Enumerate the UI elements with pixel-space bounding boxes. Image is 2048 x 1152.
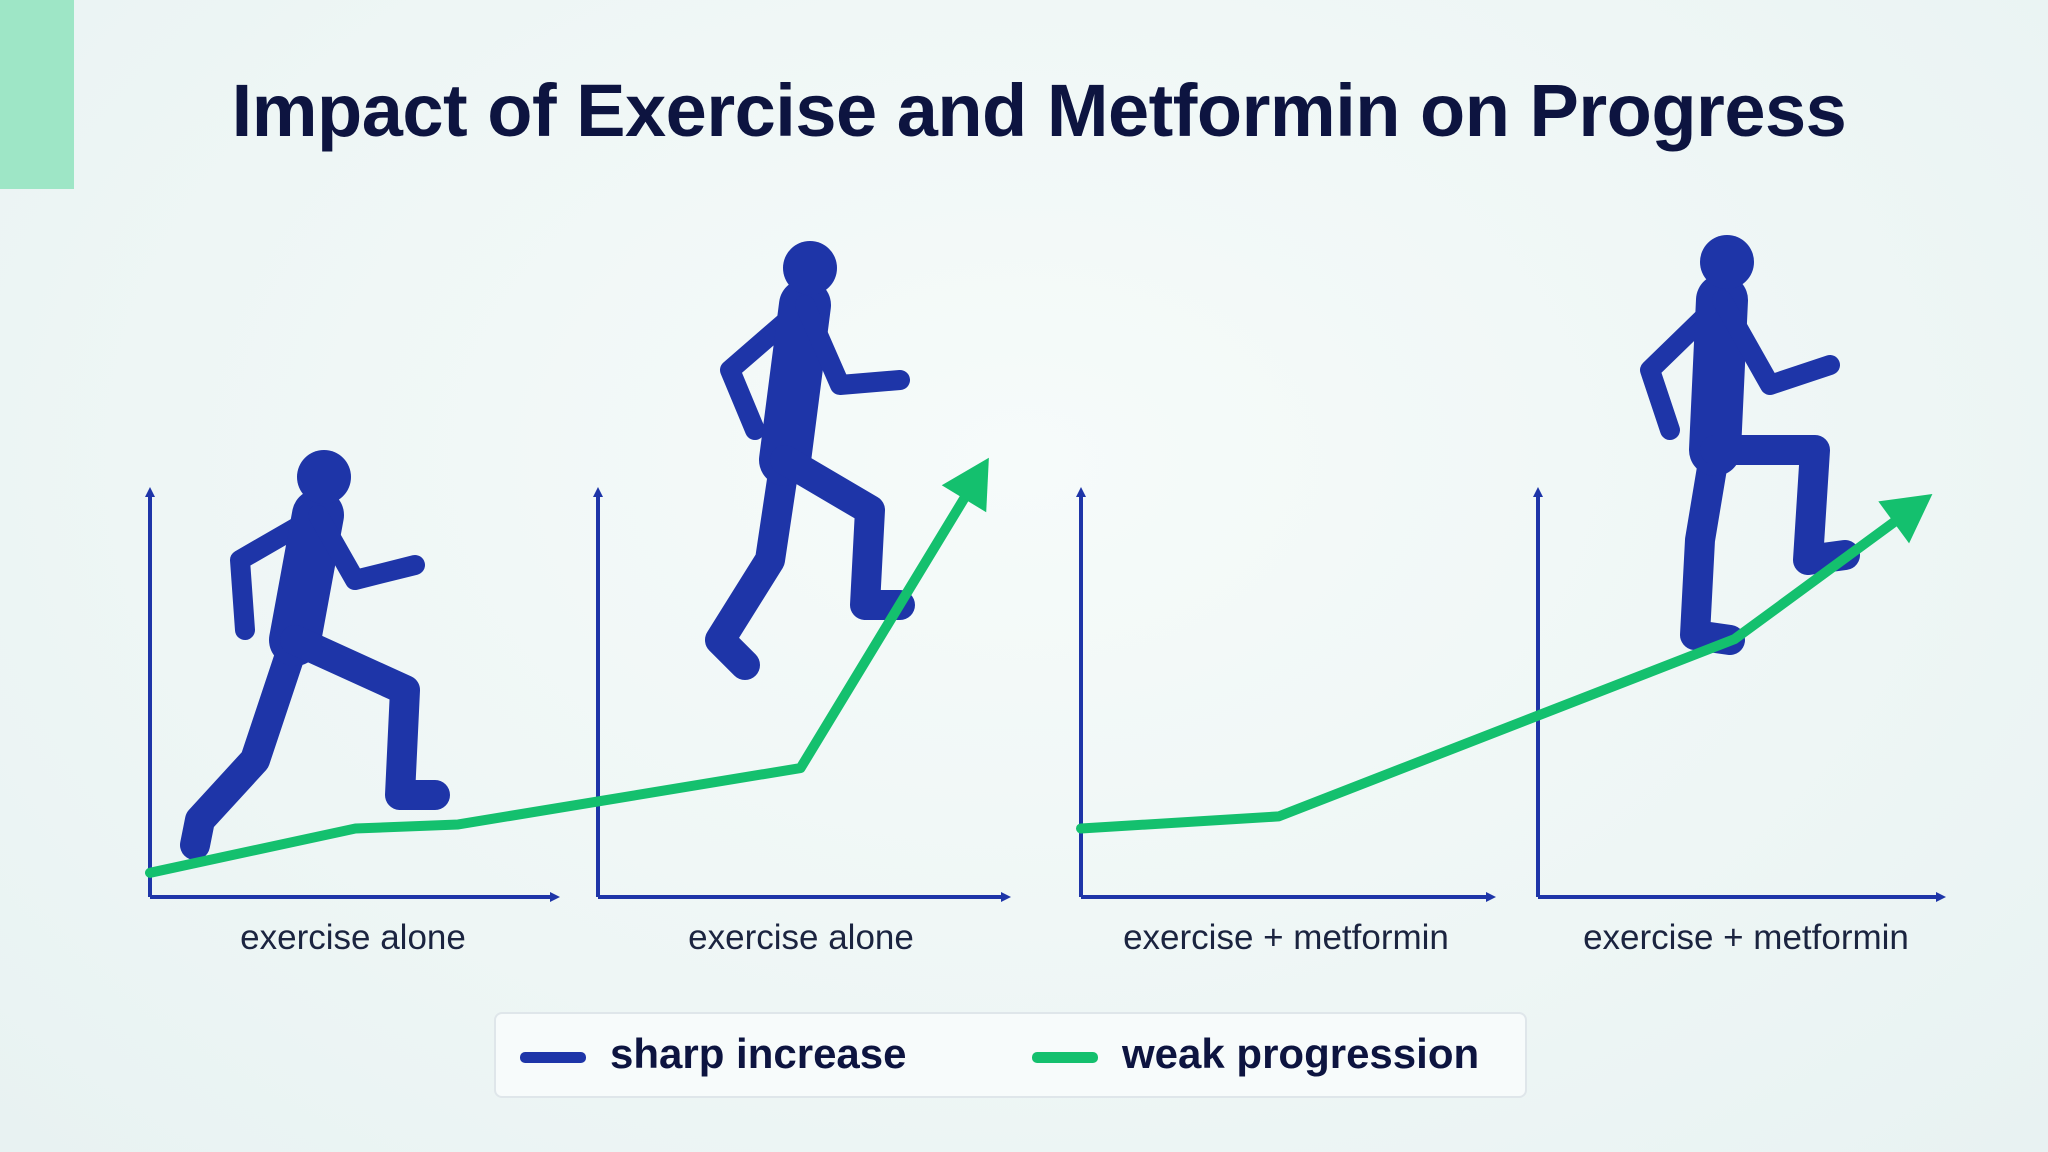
panel-label-2: exercise alone xyxy=(688,918,914,957)
runner-silhouette-1 xyxy=(180,450,450,860)
panel-label-3: exercise + metformin xyxy=(1123,918,1449,957)
progress-arrowhead-1 xyxy=(941,457,989,513)
runner-leg xyxy=(280,625,450,810)
runner-torso xyxy=(1689,274,1748,476)
legend-label-sharp-increase: sharp increase xyxy=(610,1030,907,1077)
runner-silhouette-2 xyxy=(705,241,915,680)
runner-leg xyxy=(180,625,310,860)
runner-torso xyxy=(759,279,831,486)
runner-head xyxy=(783,241,837,295)
runner-arm xyxy=(1712,290,1840,395)
runner-leg xyxy=(705,445,800,680)
runner-arm xyxy=(308,505,425,590)
runner-head xyxy=(297,450,351,504)
runner-torso xyxy=(269,489,344,666)
runner-leg xyxy=(1680,435,1745,655)
progress-line-2 xyxy=(1076,511,1907,834)
runner-silhouette-3 xyxy=(1640,235,1860,655)
accent-bar xyxy=(0,0,74,189)
legend-swatch-sharp-increase xyxy=(520,1052,586,1063)
panel-label-1: exercise alone xyxy=(240,918,466,957)
progress-line-1 xyxy=(145,485,974,878)
legend-label-weak-progression: weak progression xyxy=(1122,1030,1480,1077)
page-title: Impact of Exercise and Metformin on Prog… xyxy=(231,69,1847,152)
progress-arrowhead-2 xyxy=(1878,494,1933,544)
legend: sharp increase weak progression xyxy=(494,1012,1527,1098)
runner-head xyxy=(1700,235,1754,289)
runner-arm xyxy=(795,295,910,395)
panel-label-4: exercise + metformin xyxy=(1583,918,1909,957)
legend-swatch-weak-progression xyxy=(1032,1052,1098,1063)
runner-leg xyxy=(770,445,915,620)
runner-leg xyxy=(1700,435,1860,575)
